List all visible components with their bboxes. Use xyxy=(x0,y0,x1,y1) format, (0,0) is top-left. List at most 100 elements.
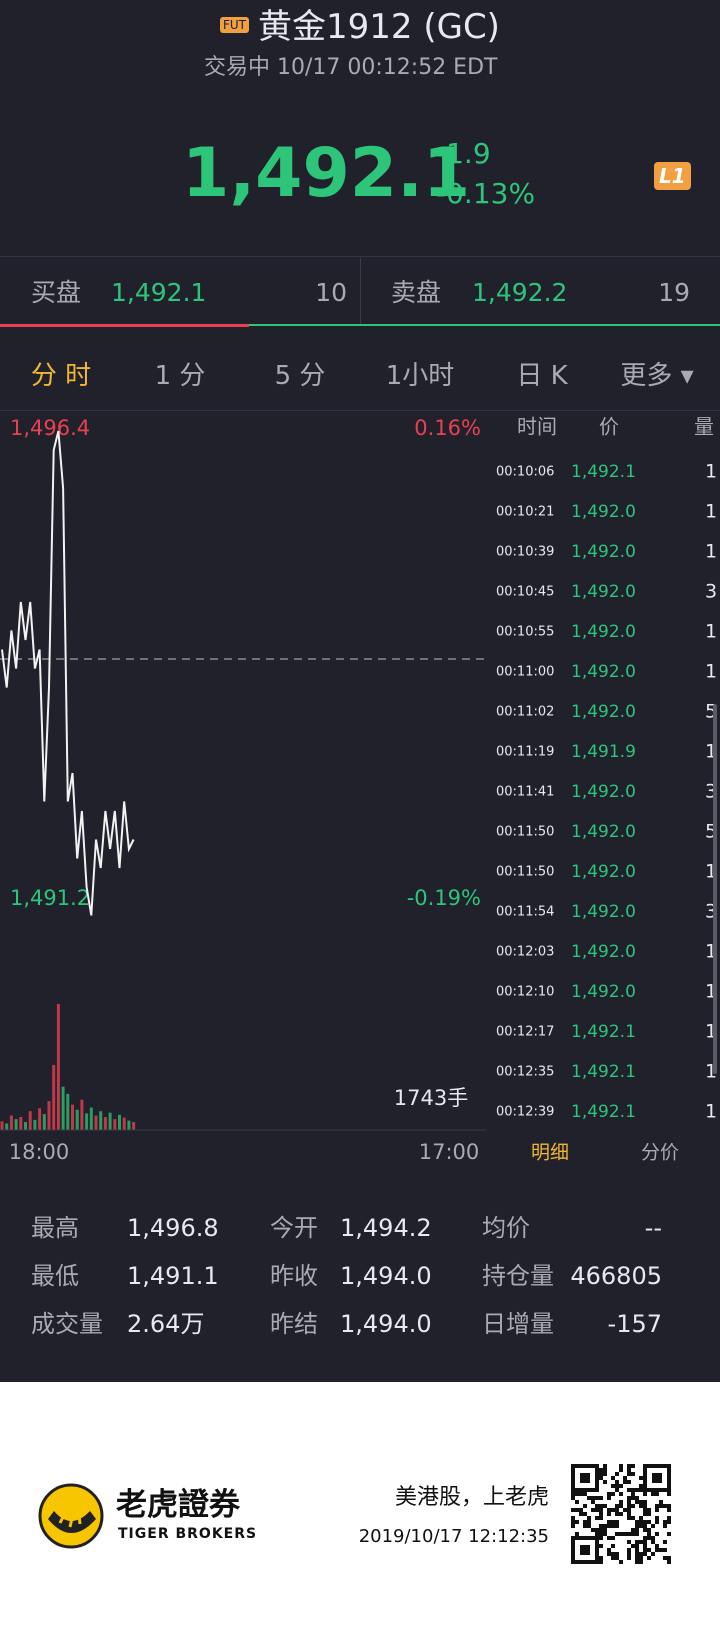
timestamp: 2019/10/17 12:12:35 xyxy=(358,1526,549,1547)
trade-time: 00:11:19 xyxy=(496,745,554,760)
volume-bar xyxy=(127,1120,131,1130)
stat-value: 466805 xyxy=(570,1262,662,1290)
qr-cell xyxy=(615,1484,619,1488)
period-tab[interactable]: 分 时 xyxy=(30,361,92,391)
qr-cell xyxy=(627,1540,631,1544)
qr-cell xyxy=(635,1524,639,1528)
volume-bar xyxy=(52,1064,56,1130)
qr-cell xyxy=(587,1524,591,1528)
qr-cell xyxy=(595,1496,599,1500)
qr-cell xyxy=(667,1504,671,1508)
qr-cell xyxy=(599,1496,603,1500)
stat-value: -- xyxy=(644,1214,662,1242)
volume-bar xyxy=(5,1123,9,1130)
qr-cell xyxy=(623,1480,627,1484)
trade-price: 1,492.0 xyxy=(571,662,636,682)
qr-cell xyxy=(603,1532,607,1536)
qr-cell xyxy=(607,1512,611,1516)
qr-cell xyxy=(611,1544,615,1548)
qr-cell xyxy=(643,1508,647,1512)
qr-cell xyxy=(579,1492,583,1496)
period-tab[interactable]: 1 分 xyxy=(154,361,206,391)
qr-cell xyxy=(599,1508,603,1512)
qr-cell xyxy=(651,1524,655,1528)
qr-cell xyxy=(627,1512,631,1516)
qr-cell xyxy=(647,1520,651,1524)
qr-cell xyxy=(643,1520,647,1524)
qr-cell xyxy=(627,1504,631,1508)
qr-cell xyxy=(631,1504,635,1508)
qr-cell xyxy=(647,1532,651,1536)
qr-cell xyxy=(667,1492,671,1496)
ask-label: 卖盘 xyxy=(391,278,442,307)
qr-finder xyxy=(571,1536,599,1564)
volume-bar xyxy=(132,1122,136,1130)
trade-price: 1,492.0 xyxy=(571,942,636,962)
qr-cell xyxy=(655,1508,659,1512)
stat-value: -157 xyxy=(607,1310,662,1338)
period-tab[interactable]: 5 分 xyxy=(274,361,326,391)
trade-price: 1,492.0 xyxy=(571,902,636,922)
bid-size: 10 xyxy=(315,278,347,307)
qr-cell xyxy=(599,1472,603,1476)
qr-cell xyxy=(599,1512,603,1516)
stat-label: 持仓量 xyxy=(482,1262,554,1290)
qr-cell xyxy=(591,1508,595,1512)
qr-cell xyxy=(635,1500,639,1504)
volume-bar xyxy=(99,1111,103,1130)
period-tab[interactable]: 1小时 xyxy=(385,361,455,391)
qr-cell xyxy=(651,1492,655,1496)
trade-time: 00:12:35 xyxy=(496,1065,554,1080)
volume-bar xyxy=(9,1115,13,1130)
bid-bar xyxy=(0,324,249,327)
trade-volume: 1 xyxy=(705,461,717,483)
qr-cell xyxy=(647,1556,651,1560)
intraday-chart: 1,496.4 1,491.2 0.16% -0.19% 1743手 18:00 17:00… xyxy=(0,415,717,1164)
volume-bar xyxy=(38,1108,42,1130)
trade-volume: 1 xyxy=(705,1101,717,1123)
trade-price: 1,492.0 xyxy=(571,542,636,562)
qr-cell xyxy=(571,1520,575,1524)
qr-cell xyxy=(599,1476,603,1480)
qr-cell xyxy=(623,1476,627,1480)
qr-cell xyxy=(599,1516,603,1520)
qr-cell xyxy=(651,1540,655,1544)
qr-cell xyxy=(603,1504,607,1508)
qr-cell xyxy=(611,1520,615,1524)
volume-bar xyxy=(33,1119,37,1130)
volume-bar xyxy=(0,1121,4,1130)
period-tab[interactable]: 日 K xyxy=(516,361,568,391)
qr-cell xyxy=(627,1532,631,1536)
stat-value: 1,494.0 xyxy=(340,1310,432,1338)
qr-cell xyxy=(603,1468,607,1472)
qr-cell xyxy=(643,1552,647,1556)
period-tab[interactable]: 更多 ▾ xyxy=(620,361,694,391)
trade-volume: 1 xyxy=(705,661,717,683)
qr-cell xyxy=(615,1520,619,1524)
qr-cell xyxy=(607,1524,611,1528)
trade-time: 00:11:54 xyxy=(496,905,554,920)
trade-header: 量 xyxy=(694,415,714,439)
qr-cell xyxy=(639,1500,643,1504)
brand-en: TIGER BROKERS xyxy=(118,1526,258,1542)
qr-cell xyxy=(655,1516,659,1520)
qr-cell xyxy=(663,1556,667,1560)
price-change: -1.9 xyxy=(436,137,491,170)
qr-cell xyxy=(667,1508,671,1512)
qr-cell xyxy=(615,1472,619,1476)
trade-price: 1,492.0 xyxy=(571,782,636,802)
qr-cell xyxy=(639,1520,643,1524)
volume-bar xyxy=(71,1104,74,1130)
last-price: 1,492.1 xyxy=(182,134,471,213)
qr-cell xyxy=(639,1556,643,1560)
qr-finder xyxy=(643,1464,671,1492)
qr-cell xyxy=(619,1512,623,1516)
qr-cell xyxy=(575,1500,579,1504)
qr-cell xyxy=(635,1560,639,1564)
qr-cell xyxy=(667,1520,671,1524)
volume-bar xyxy=(66,1093,70,1130)
qr-cell xyxy=(643,1536,647,1540)
divider xyxy=(360,258,361,324)
qr-cell xyxy=(655,1548,659,1552)
stat-value: 2.64万 xyxy=(127,1310,205,1338)
